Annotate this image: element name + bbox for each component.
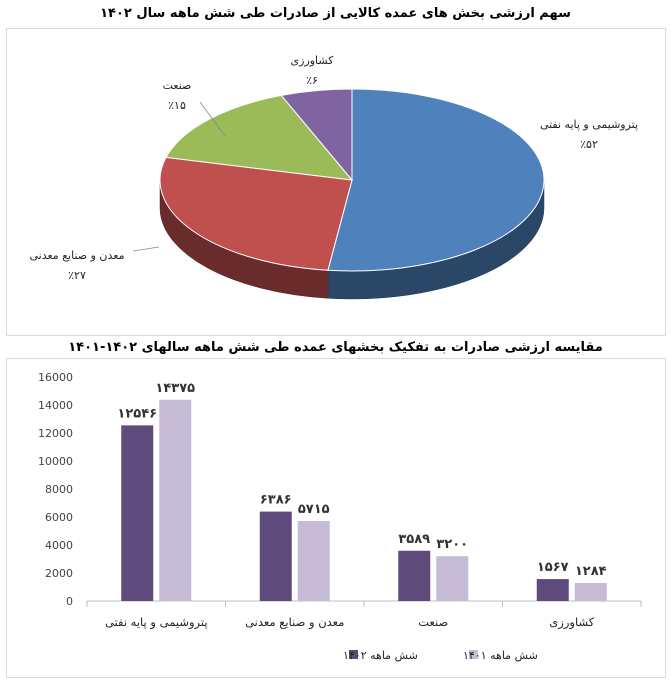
bar-data-label-0-2: ۳۵۸۹ <box>398 532 430 547</box>
y-tick-label: 2000 <box>45 567 73 580</box>
pie-value-label-3: ٪۶ <box>306 74 318 87</box>
legend-swatch-1 <box>469 650 478 659</box>
x-category-label-3: کشاورزی <box>549 615 594 630</box>
pie-slice-2 <box>165 94 354 181</box>
legend-label-1: شش ماهه ۱۴۰۱ <box>463 649 538 662</box>
pie-value-label-0: ٪۵۲ <box>580 138 598 151</box>
pie-chart-title: سهم ارزشی بخش های عمده کالایی از صادرات … <box>100 6 571 21</box>
bar-1-1 <box>297 520 330 601</box>
y-tick-label: 12000 <box>38 427 73 440</box>
bar-data-label-1-1: ۵۷۱۵ <box>298 502 330 517</box>
bar-0-1 <box>259 511 292 601</box>
pie-slice-1 <box>159 156 353 271</box>
bar-0-2 <box>398 550 431 601</box>
pie-value-label-1: ٪۲۷ <box>68 269 86 282</box>
bar-data-label-1-0: ۱۴۳۷۵ <box>155 381 195 396</box>
pie-label-3: کشاورزی <box>291 54 335 67</box>
pie-chart: پتروشیمی و پایه نفتی ٪۵۲ معدن و صنایع معدن… <box>30 54 638 300</box>
bar-1-0 <box>159 399 192 601</box>
y-tick-label: 4000 <box>45 539 73 552</box>
x-category-label-2: صنعت <box>418 615 448 629</box>
bar-chart-frame: 0 2000 4000 6000 8000 10000 12000 14000 16000 ۱۲۵… <box>6 358 666 678</box>
legend-swatch-0 <box>349 650 358 659</box>
bar-1-3 <box>574 583 607 601</box>
y-tick-label: 0 <box>66 595 73 608</box>
pie-leader-line-2 <box>199 101 226 137</box>
bar-0-3 <box>536 579 569 601</box>
bar-0-0 <box>121 425 154 601</box>
y-tick-label: 6000 <box>45 511 73 524</box>
bar-data-label-0-1: ۶۳۸۶ <box>260 493 292 508</box>
y-tick-label: 14000 <box>38 399 73 412</box>
pie-label-2: صنعت <box>163 79 192 92</box>
bar-data-label-1-2: ۳۲۰۰ <box>436 537 468 552</box>
bar-data-label-1-3: ۱۲۸۴ <box>575 564 607 579</box>
bar-chart-title: مقایسه ارزشی صادرات به تفکیک بخشهای عمده… <box>68 340 603 355</box>
bar-data-label-0-3: ۱۵۶۷ <box>537 560 569 575</box>
bar-1-2 <box>436 556 469 601</box>
y-tick-label: 8000 <box>45 483 73 496</box>
y-tick-label: 16000 <box>38 371 73 384</box>
y-tick-label: 10000 <box>38 455 73 468</box>
pie-slice-0 <box>327 88 545 272</box>
x-category-label-0: پتروشیمی و پایه نفتی <box>105 615 208 630</box>
pie-chart-frame: پتروشیمی و پایه نفتی ٪۵۲ معدن و صنایع معدن… <box>6 28 666 336</box>
pie-leader-line-1 <box>132 246 160 252</box>
legend-label-0: شش ماهه ۱۴۰۲ <box>343 649 418 662</box>
pie-label-0: پتروشیمی و پایه نفتی <box>540 118 638 131</box>
pie-value-label-2: ٪۱۵ <box>168 99 186 112</box>
bar-chart: 0 2000 4000 6000 8000 10000 12000 14000 16000 ۱۲۵… <box>38 371 642 662</box>
pie-slice-3 <box>280 88 353 182</box>
bar-data-label-0-0: ۱۲۵۴۶ <box>117 406 157 421</box>
pie-label-1: معدن و صنایع معدنی <box>30 249 125 262</box>
x-category-label-1: معدن و صنایع معدنی <box>245 615 344 630</box>
